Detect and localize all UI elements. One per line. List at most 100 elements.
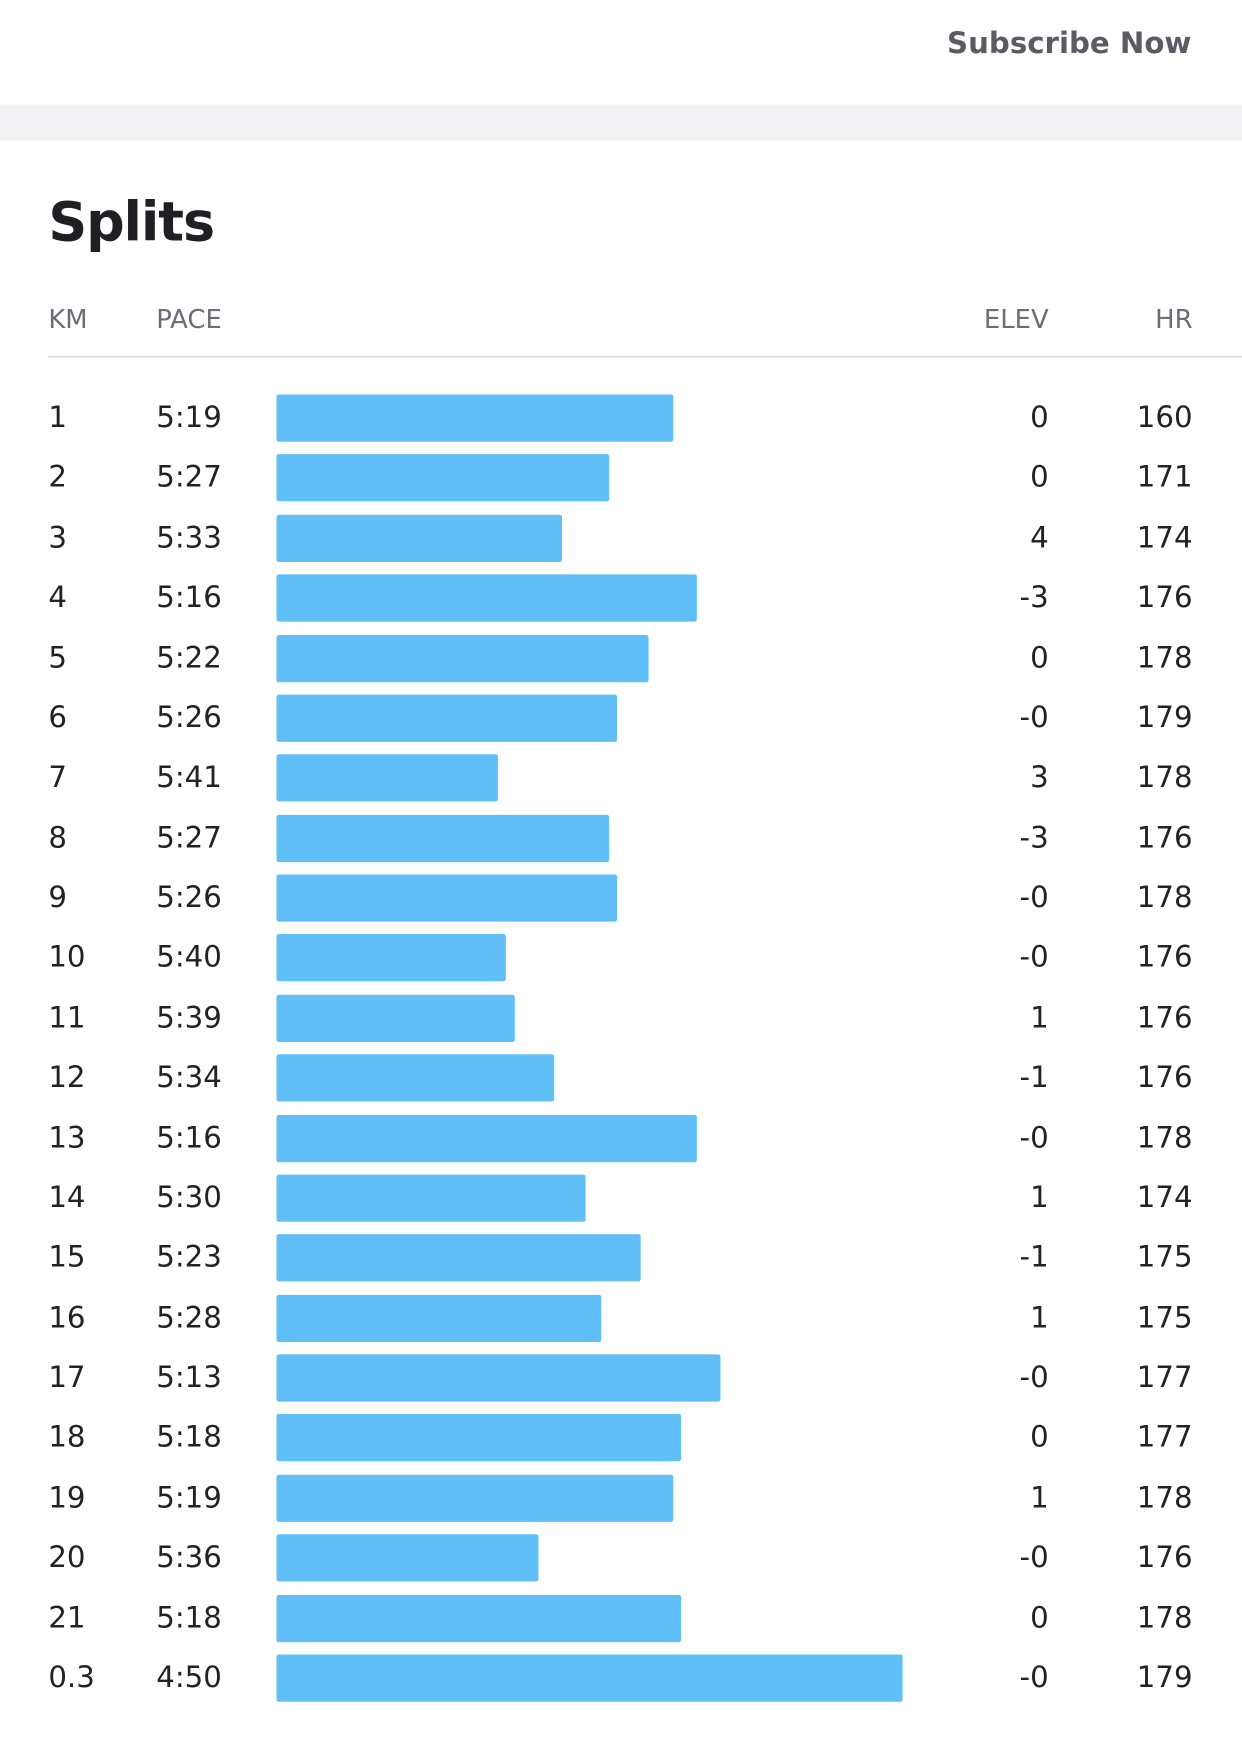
hr-cell: 175 (1136, 1301, 1193, 1335)
pace-bar (276, 1594, 681, 1642)
elev-cell: -3 (1019, 581, 1049, 615)
elev-cell: 1 (1030, 1301, 1049, 1335)
elev-cell: 0 (1030, 1421, 1049, 1455)
km-cell: 7 (48, 761, 67, 795)
km-cell: 0.3 (48, 1661, 95, 1695)
elev-cell: -1 (1019, 1241, 1049, 1275)
hr-cell: 179 (1136, 1661, 1193, 1695)
pace-cell: 5:34 (156, 1061, 222, 1095)
km-cell: 2 (48, 461, 67, 495)
km-cell: 15 (48, 1241, 86, 1275)
elev-cell: 1 (1030, 1481, 1049, 1515)
section-title: Splits (48, 191, 215, 255)
hr-cell: 176 (1136, 821, 1193, 855)
hr-cell: 174 (1136, 1181, 1193, 1215)
pace-cell: 5:26 (156, 701, 222, 735)
hr-cell: 178 (1136, 881, 1193, 915)
km-cell: 10 (48, 941, 86, 975)
pace-cell: 5:33 (156, 521, 222, 555)
km-cell: 3 (48, 521, 67, 555)
pace-cell: 5:18 (156, 1421, 222, 1455)
km-cell: 19 (48, 1481, 86, 1515)
km-cell: 8 (48, 821, 67, 855)
pace-cell: 5:16 (156, 1121, 222, 1155)
hr-cell: 176 (1136, 1061, 1193, 1095)
header-rule (48, 356, 1242, 358)
elev-cell: 4 (1030, 521, 1049, 555)
pace-bar (276, 514, 562, 562)
hr-cell: 174 (1136, 521, 1193, 555)
hr-cell: 175 (1136, 1241, 1193, 1275)
divider-band (0, 104, 1242, 141)
km-cell: 9 (48, 881, 67, 915)
elev-cell: 1 (1030, 1181, 1049, 1215)
column-header: ELEV (983, 305, 1049, 335)
km-cell: 11 (48, 1001, 86, 1035)
column-header: HR (1155, 305, 1193, 335)
hr-cell: 178 (1136, 1481, 1193, 1515)
hr-cell: 177 (1136, 1361, 1193, 1395)
pace-bar (276, 1534, 538, 1582)
pace-cell: 4:50 (156, 1661, 222, 1695)
pace-cell: 5:22 (156, 641, 222, 675)
km-cell: 17 (48, 1361, 86, 1395)
pace-cell: 5:36 (156, 1541, 222, 1575)
elev-cell: 1 (1030, 1001, 1049, 1035)
elev-cell: -3 (1019, 821, 1049, 855)
pace-cell: 5:18 (156, 1601, 222, 1635)
elev-cell: 0 (1030, 1601, 1049, 1635)
km-cell: 16 (48, 1301, 86, 1335)
pace-cell: 5:27 (156, 461, 222, 495)
elev-cell: 3 (1030, 761, 1049, 795)
hr-cell: 171 (1136, 461, 1193, 495)
pace-cell: 5:26 (156, 881, 222, 915)
pace-bar (276, 394, 673, 442)
pace-cell: 5:30 (156, 1181, 222, 1215)
elev-cell: -1 (1019, 1061, 1049, 1095)
pace-cell: 5:16 (156, 581, 222, 615)
hr-cell: 176 (1136, 1001, 1193, 1035)
pace-cell: 5:27 (156, 821, 222, 855)
elev-cell: -0 (1019, 941, 1049, 975)
km-cell: 13 (48, 1121, 86, 1155)
elev-cell: -0 (1019, 1361, 1049, 1395)
pace-bar (276, 1054, 554, 1102)
hr-cell: 178 (1136, 761, 1193, 795)
pace-cell: 5:23 (156, 1241, 222, 1275)
pace-bar (276, 574, 697, 622)
pace-cell: 5:19 (156, 401, 222, 435)
pace-bar (276, 454, 610, 502)
pace-cell: 5:40 (156, 941, 222, 975)
hr-cell: 178 (1136, 1601, 1193, 1635)
pace-bar (276, 1354, 721, 1402)
hr-cell: 160 (1136, 401, 1193, 435)
pace-bar (276, 1654, 903, 1702)
km-cell: 1 (48, 401, 67, 435)
pace-cell: 5:41 (156, 761, 222, 795)
hr-cell: 176 (1136, 581, 1193, 615)
column-header: KM (48, 305, 88, 335)
hr-cell: 179 (1136, 701, 1193, 735)
hr-cell: 176 (1136, 1541, 1193, 1575)
pace-bar (276, 1474, 673, 1522)
km-cell: 18 (48, 1421, 86, 1455)
pace-bar (276, 634, 649, 682)
hr-cell: 177 (1136, 1421, 1193, 1455)
pace-bar (276, 754, 499, 802)
elev-cell: -0 (1019, 1541, 1049, 1575)
pace-bar (276, 994, 515, 1042)
km-cell: 21 (48, 1601, 86, 1635)
elev-cell: 0 (1030, 641, 1049, 675)
km-cell: 6 (48, 701, 67, 735)
pace-bar (276, 1414, 681, 1462)
elev-cell: -0 (1019, 1121, 1049, 1155)
subscribe-link[interactable]: Subscribe Now (947, 26, 1192, 61)
km-cell: 14 (48, 1181, 86, 1215)
hr-cell: 178 (1136, 641, 1193, 675)
pace-bar (276, 814, 610, 862)
pace-bar (276, 934, 507, 982)
pace-bar (276, 874, 618, 922)
hr-cell: 176 (1136, 941, 1193, 975)
